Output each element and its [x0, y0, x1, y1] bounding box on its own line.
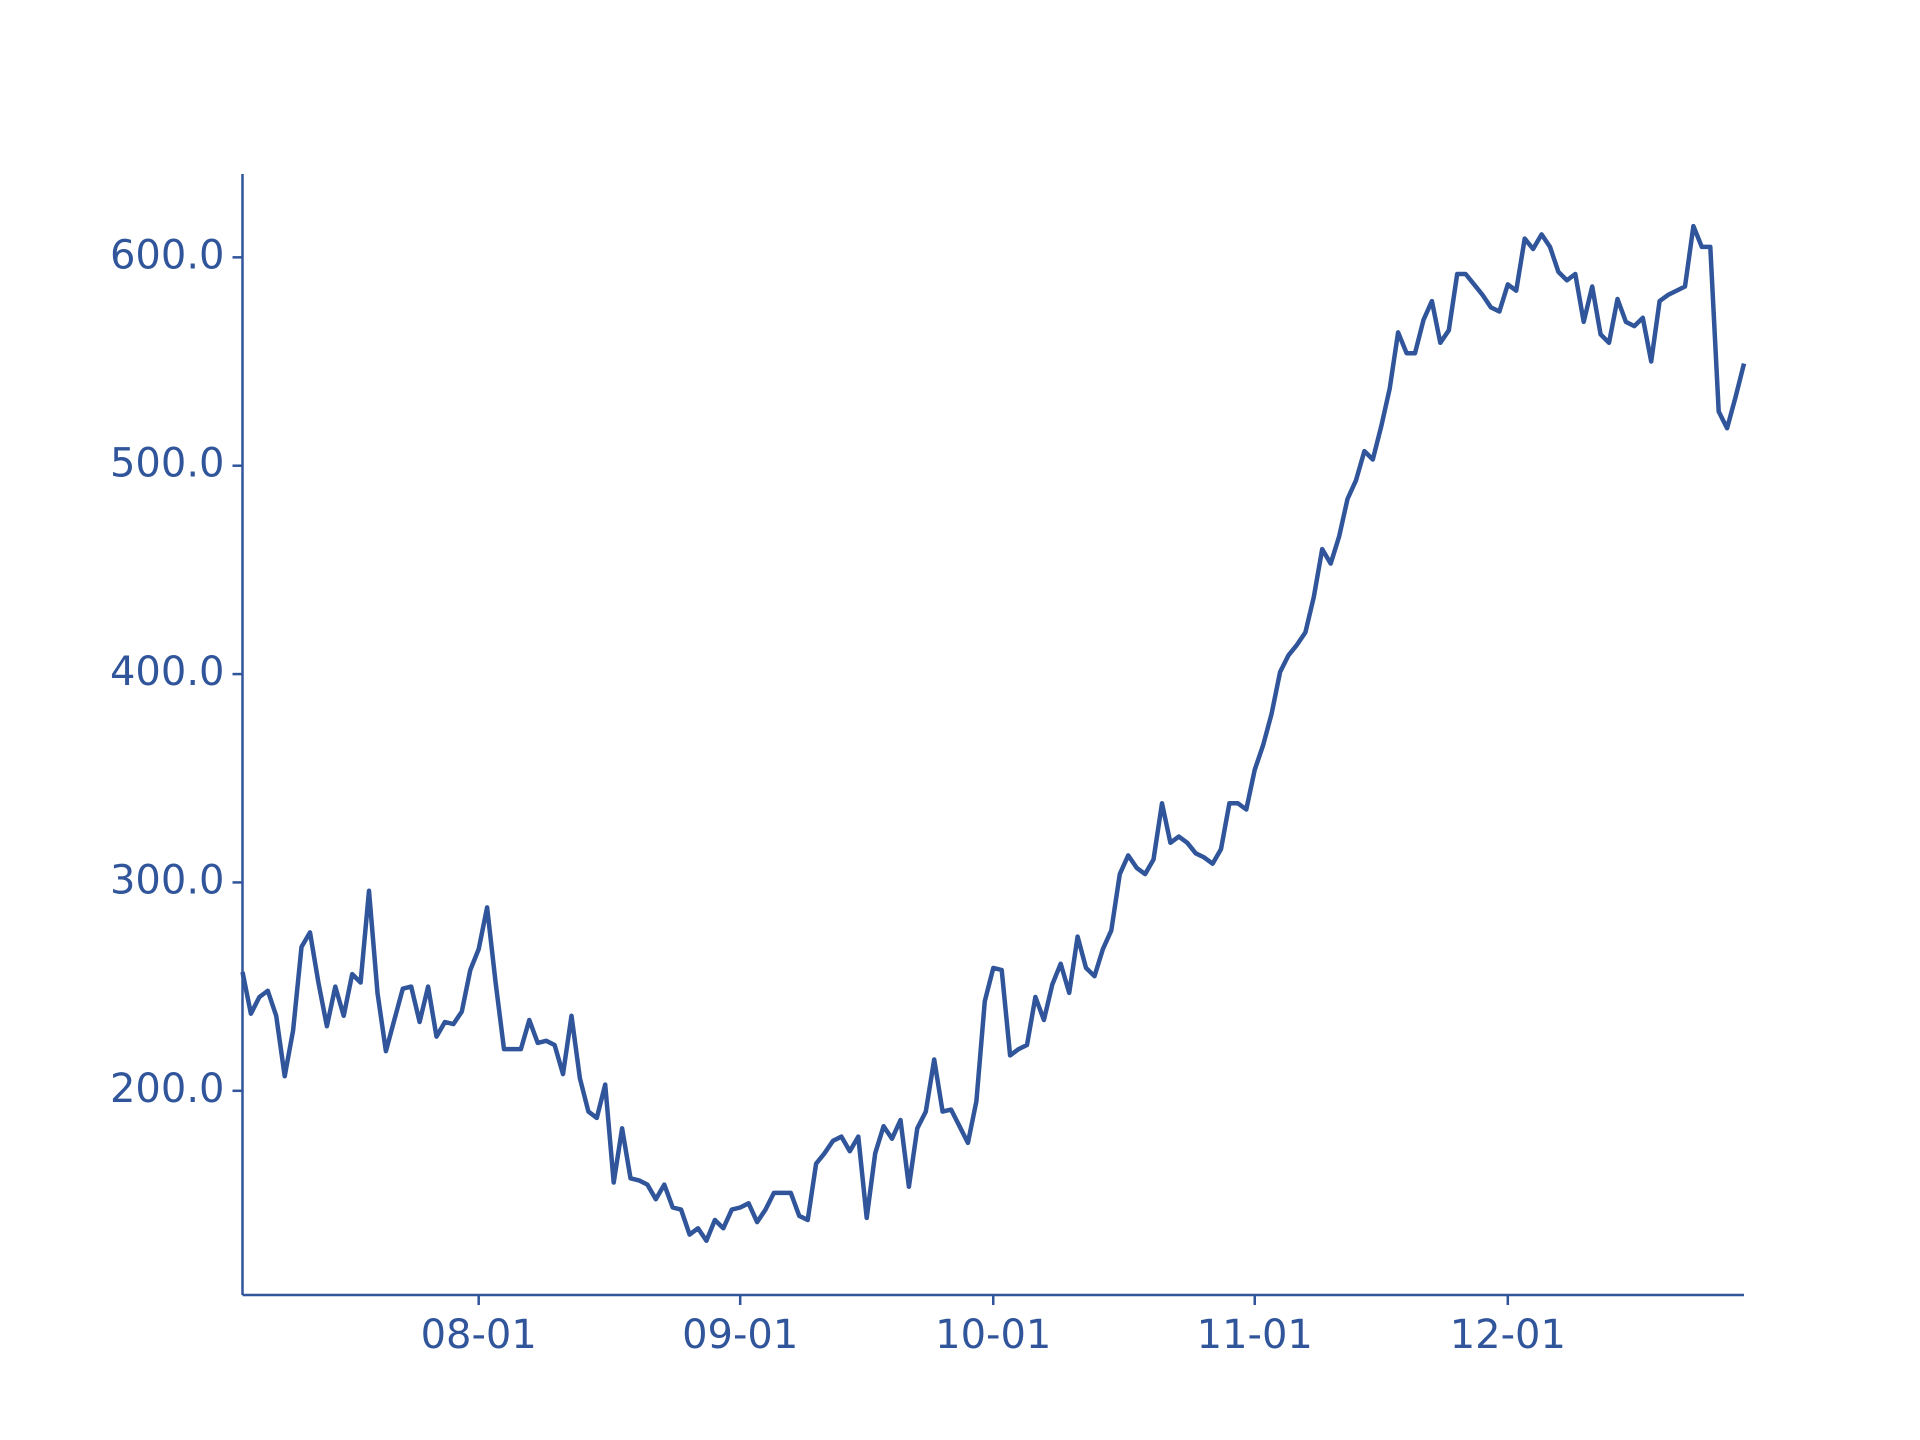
- y-tick-label: 200.0: [110, 1066, 225, 1112]
- y-tick-label: 500.0: [110, 441, 225, 487]
- x-tick-label: 12-01: [1450, 1312, 1566, 1358]
- y-tick-label: 300.0: [110, 857, 225, 903]
- y-tick-label: 400.0: [110, 649, 225, 695]
- x-tick-label: 11-01: [1197, 1312, 1313, 1358]
- x-tick-label: 10-01: [935, 1312, 1051, 1358]
- x-tick-label: 08-01: [421, 1312, 537, 1358]
- line: [240, 223, 1747, 1244]
- y-tick-label: 600.0: [110, 232, 225, 278]
- x-tick-label: 09-01: [682, 1312, 798, 1358]
